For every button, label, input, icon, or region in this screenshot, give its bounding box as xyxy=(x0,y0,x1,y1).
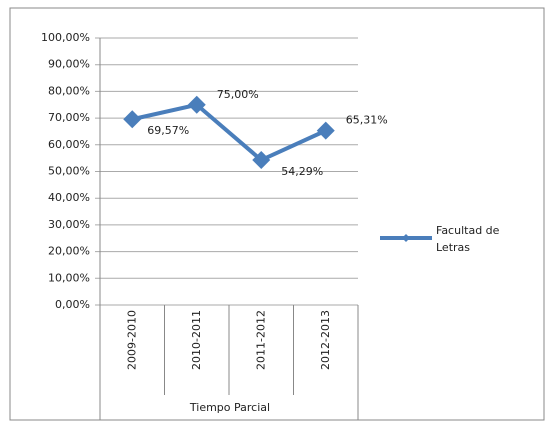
data-point xyxy=(252,151,271,170)
legend-marker xyxy=(402,234,410,242)
y-tick-label: 40,00% xyxy=(48,191,90,204)
y-tick-label: 10,00% xyxy=(48,271,90,284)
data-label: 65,31% xyxy=(346,114,388,127)
x-tick-label: 2009-2010 xyxy=(125,310,138,370)
x-tick-label: 2011-2012 xyxy=(254,310,267,370)
data-point xyxy=(316,121,335,140)
x-tick-label: 2012-2013 xyxy=(319,310,332,370)
chart-border xyxy=(9,7,545,421)
y-tick-label: 50,00% xyxy=(48,165,90,178)
data-label: 75,00% xyxy=(217,88,259,101)
y-tick-label: 30,00% xyxy=(48,218,90,231)
data-point xyxy=(123,110,142,129)
y-tick-label: 90,00% xyxy=(48,58,90,71)
y-tick-label: 20,00% xyxy=(48,245,90,258)
y-tick-label: 60,00% xyxy=(48,138,90,151)
y-tick-label: 100,00% xyxy=(41,31,90,44)
y-tick-label: 0,00% xyxy=(55,298,90,311)
data-label: 54,29% xyxy=(281,165,323,178)
x-axis-label: Tiempo Parcial xyxy=(189,401,270,414)
y-tick-label: 80,00% xyxy=(48,84,90,97)
series-line xyxy=(131,102,327,163)
y-tick-label: 70,00% xyxy=(48,111,90,124)
data-label: 69,57% xyxy=(147,124,189,137)
legend-label: Facultad de Letras xyxy=(436,224,500,254)
x-tick-label: 2010-2011 xyxy=(190,310,203,370)
data-point xyxy=(187,95,206,114)
